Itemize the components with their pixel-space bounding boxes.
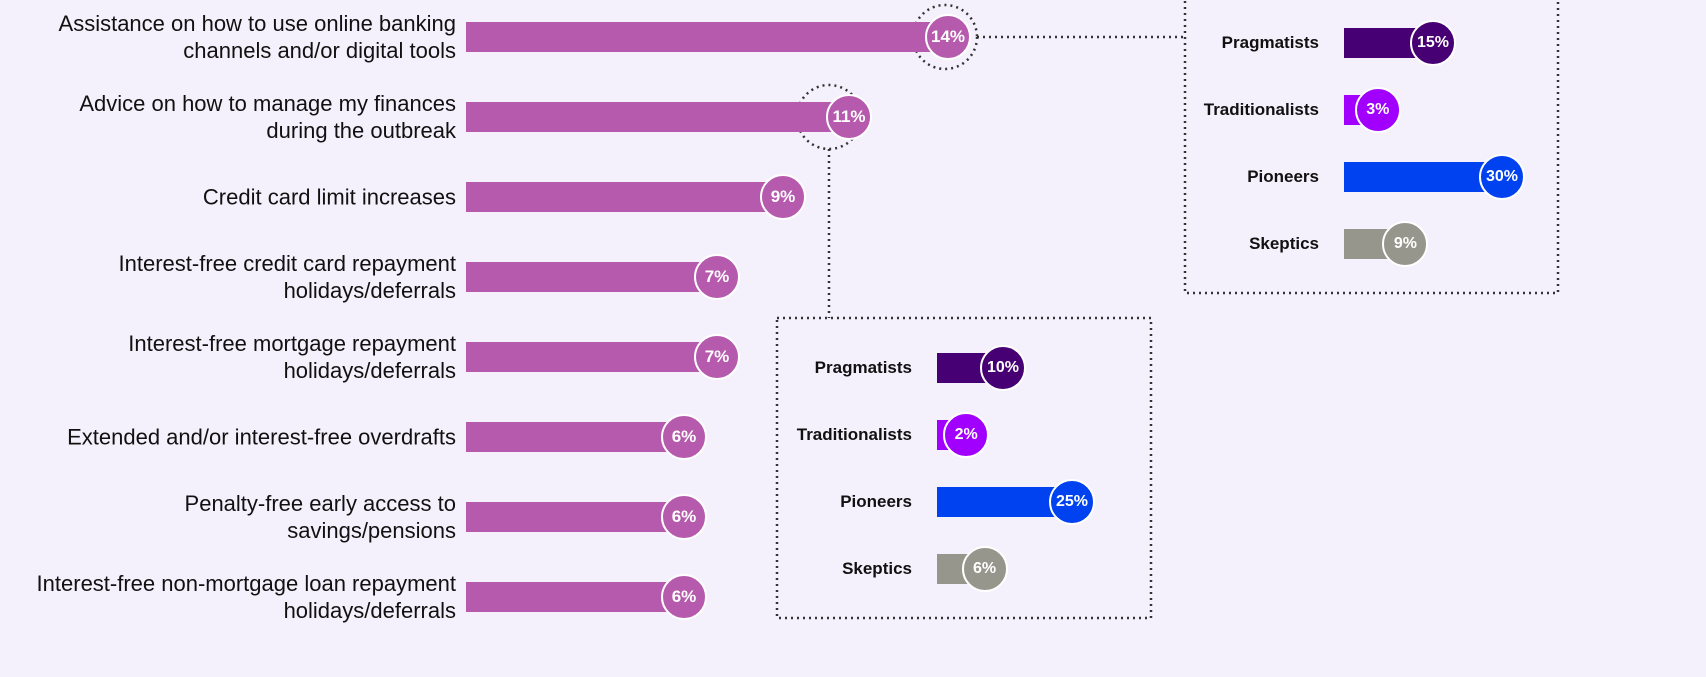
value-bubble: 14%	[925, 14, 971, 60]
value-bubble: 6%	[661, 574, 707, 620]
value-bubble: 15%	[1410, 20, 1456, 66]
value-bubble: 6%	[661, 414, 707, 460]
bar	[466, 182, 783, 212]
value-bubble: 9%	[1382, 221, 1429, 267]
bar	[466, 22, 948, 52]
value-bubble: 9%	[760, 174, 806, 220]
segment-label: Pioneers	[1247, 167, 1319, 186]
breakdown-box	[775, 316, 1153, 620]
value-bubble: 6%	[661, 494, 707, 540]
category-label: Penalty-free early access to savings/pen…	[184, 491, 456, 543]
bar	[466, 262, 717, 292]
segment-label: Skeptics	[842, 559, 912, 578]
bar	[466, 502, 684, 532]
value-bubble: 6%	[961, 546, 1008, 592]
value-bubble: 10%	[980, 345, 1026, 391]
segment-label: Pioneers	[840, 492, 912, 511]
segment-label: Pragmatists	[814, 358, 912, 377]
category-label: Extended and/or interest-free overdrafts	[67, 424, 456, 450]
value-bubble: 30%	[1479, 154, 1525, 200]
category-label: Advice on how to manage my finances duri…	[79, 91, 456, 143]
bar	[466, 582, 684, 612]
bar	[466, 422, 684, 452]
category-label: Interest-free non-mortgage loan repaymen…	[36, 571, 456, 623]
value-bubble: 25%	[1049, 479, 1095, 525]
segment-label: Skeptics	[1249, 234, 1319, 253]
segment-label: Pragmatists	[1221, 33, 1319, 52]
category-label: Credit card limit increases	[202, 184, 456, 210]
bar	[466, 342, 717, 372]
segment-label: Traditionalists	[796, 425, 912, 444]
bar	[1344, 162, 1502, 192]
bar	[466, 102, 849, 132]
value-bubble: 7%	[694, 254, 740, 300]
value-bubble: 2%	[943, 412, 990, 458]
category-label: Interest-free credit card repayment holi…	[118, 251, 456, 303]
category-label: Assistance on how to use online banking …	[58, 11, 456, 63]
category-label: Interest-free mortgage repayment holiday…	[128, 331, 456, 383]
value-bubble: 3%	[1354, 87, 1401, 133]
value-bubble: 11%	[826, 94, 872, 140]
segment-label: Traditionalists	[1203, 100, 1319, 119]
value-bubble: 7%	[694, 334, 740, 380]
